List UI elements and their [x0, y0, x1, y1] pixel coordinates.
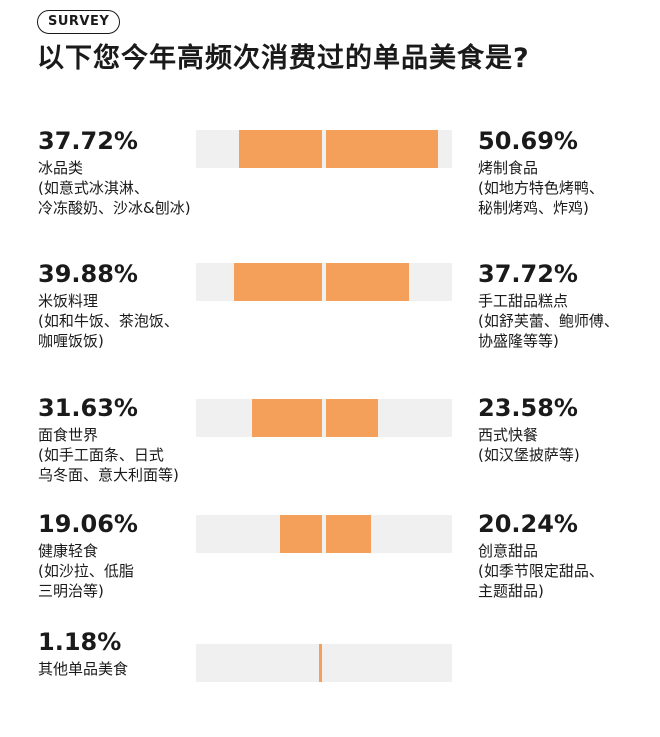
chart-row: 37.72% 冰品类 (如意式冰淇淋、 冷冻酸奶、沙冰&刨冰) 50.69% 烤制食品 (… — [0, 126, 660, 236]
data-label: 37.72% — [38, 127, 138, 155]
data-label: 31.63% — [38, 394, 138, 422]
bar-track — [196, 644, 452, 682]
data-label: 50.69% — [478, 127, 578, 155]
category-left-4: 1.18% 其他单品美食 — [38, 627, 208, 679]
bar-left — [238, 130, 322, 168]
category-label: 冰品类 — [38, 159, 84, 177]
category-note: (如意式冰淇淋、 冷冻酸奶、沙冰&刨冰) — [38, 179, 191, 217]
category-note: (如地方特色烤鸭、 秘制烤鸡、炸鸡) — [478, 179, 604, 217]
category-label: 面食世界 — [38, 426, 99, 444]
category-left-0: 37.72% 冰品类 (如意式冰淇淋、 冷冻酸奶、沙冰&刨冰) — [38, 126, 208, 218]
category-note: (如汉堡披萨等) — [478, 446, 580, 464]
bar-right — [326, 130, 438, 168]
data-label: 20.24% — [478, 510, 578, 538]
category-left-1: 39.88% 米饭料理 (如和牛饭、茶泡饭、 咖喱饭饭) — [38, 259, 208, 351]
category-note: (如手工面条、日式 乌冬面、意大利面等) — [38, 446, 179, 484]
data-label: 39.88% — [38, 260, 138, 288]
data-label: 37.72% — [478, 260, 578, 288]
bar-left — [252, 399, 322, 437]
bar-right — [326, 515, 371, 553]
bar-left — [319, 644, 322, 682]
chart-row: 1.18% 其他单品美食 — [0, 627, 660, 737]
bar-left — [279, 515, 322, 553]
data-label: 23.58% — [478, 394, 578, 422]
category-right-2: 23.58% 西式快餐 (如汉堡披萨等) — [478, 393, 653, 465]
category-label: 创意甜品 — [478, 542, 539, 560]
category-label: 烤制食品 — [478, 159, 539, 177]
category-note: (如季节限定甜品、 主题甜品) — [478, 562, 604, 600]
category-label: 其他单品美食 — [38, 660, 129, 678]
survey-badge: SURVEY — [37, 10, 121, 34]
category-label: 健康轻食 — [38, 542, 99, 560]
chart-row: 31.63% 面食世界 (如手工面条、日式 乌冬面、意大利面等) 23.58% 西式快餐… — [0, 393, 660, 503]
category-right-1: 37.72% 手工甜品糕点 (如舒芙蕾、鲍师傅、 协盛隆等等) — [478, 259, 653, 351]
category-left-3: 19.06% 健康轻食 (如沙拉、低脂 三明治等) — [38, 509, 208, 601]
bar-right — [326, 399, 379, 437]
data-label: 19.06% — [38, 510, 138, 538]
chart-row: 19.06% 健康轻食 (如沙拉、低脂 三明治等) 20.24% 创意甜品 (如季节限定甜… — [0, 509, 660, 619]
bar-track — [196, 515, 452, 553]
chart-title: 以下您今年高频次消费过的单品美食是? — [37, 43, 530, 74]
category-label: 西式快餐 — [478, 426, 539, 444]
category-right-0: 50.69% 烤制食品 (如地方特色烤鸭、 秘制烤鸡、炸鸡) — [478, 126, 653, 218]
bar-right — [326, 263, 410, 301]
category-label: 手工甜品糕点 — [478, 292, 569, 310]
bar-track — [196, 399, 452, 437]
chart-row: 39.88% 米饭料理 (如和牛饭、茶泡饭、 咖喱饭饭) 37.72% 手工甜品糕点 (如… — [0, 259, 660, 369]
category-note: (如和牛饭、茶泡饭、 咖喱饭饭) — [38, 312, 179, 350]
category-right-3: 20.24% 创意甜品 (如季节限定甜品、 主题甜品) — [478, 509, 653, 601]
bar-track — [196, 263, 452, 301]
category-label: 米饭料理 — [38, 292, 99, 310]
bar-track — [196, 130, 452, 168]
category-note: (如沙拉、低脂 三明治等) — [38, 562, 134, 600]
bar-left — [233, 263, 322, 301]
category-note: (如舒芙蕾、鲍师傅、 协盛隆等等) — [478, 312, 619, 350]
data-label: 1.18% — [38, 628, 122, 656]
category-left-2: 31.63% 面食世界 (如手工面条、日式 乌冬面、意大利面等) — [38, 393, 208, 485]
